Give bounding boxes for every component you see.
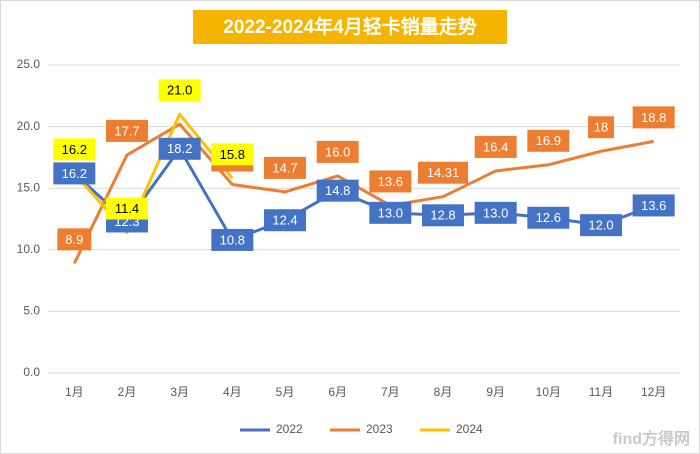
legend-label: 2024 (456, 422, 483, 436)
series-line (72, 122, 654, 265)
data-label: 14.7 (272, 160, 297, 175)
data-label: 13.6 (378, 174, 403, 189)
data-label: 13.6 (641, 198, 666, 213)
data-label-box (588, 116, 614, 139)
x-tick-label: 11月 (589, 385, 613, 399)
data-label-box (580, 214, 622, 237)
data-label-box (527, 129, 570, 152)
data-label-box (316, 140, 359, 163)
y-tick-label: 10.0 (17, 242, 41, 256)
legend-label: 2023 (366, 422, 393, 436)
data-label: 13.0 (483, 205, 508, 220)
y-tick-label: 20.0 (17, 119, 41, 133)
data-label: 16.0 (325, 144, 350, 159)
data-label: 12.4 (272, 213, 297, 228)
data-label: 16.2 (62, 166, 87, 181)
data-label: 18.8 (641, 110, 666, 125)
data-label: 16.2 (62, 142, 87, 157)
data-label: 21.0 (167, 83, 192, 98)
x-tick-label: 8月 (434, 385, 453, 399)
title-box (193, 10, 507, 44)
data-label-box (211, 143, 254, 166)
data-label-box (418, 161, 468, 184)
data-label: 10.8 (220, 232, 245, 247)
data-label: 13.0 (378, 205, 403, 220)
y-tick-label: 5.0 (23, 304, 40, 318)
x-tick-label: 6月 (328, 385, 347, 399)
data-label-box (264, 156, 306, 179)
data-label: 16.4 (483, 139, 508, 154)
data-label: 17.7 (114, 123, 139, 138)
data-label-box (474, 135, 517, 158)
legend-label: 2022 (276, 422, 303, 436)
x-tick-label: 12月 (641, 385, 666, 399)
data-label: 15.8 (220, 147, 245, 162)
x-tick-label: 3月 (170, 385, 189, 399)
x-tick-label: 5月 (276, 385, 295, 399)
data-label-box (632, 106, 675, 129)
x-tick-label: 10月 (536, 385, 561, 399)
data-label-box (57, 228, 92, 251)
data-label-box (106, 119, 148, 142)
data-label-box (264, 209, 306, 232)
data-label-box (106, 197, 148, 220)
series-line (73, 112, 234, 235)
data-label-box (53, 162, 96, 185)
x-tick-label: 9月 (486, 385, 505, 399)
watermark: find方得网 (613, 429, 690, 448)
x-tick-label: 4月 (223, 385, 242, 399)
y-tick-label: 15.0 (17, 180, 41, 194)
data-label-box (369, 170, 412, 193)
x-tick-label: 1月 (65, 385, 84, 399)
data-label: 14.31 (427, 165, 460, 180)
x-tick-label: 2月 (118, 385, 137, 399)
data-label: 18.2 (167, 141, 192, 156)
data-label: 8.9 (65, 232, 83, 247)
y-tick-label: 0.0 (23, 365, 40, 379)
data-label: 12.6 (536, 210, 561, 225)
data-label-box (158, 137, 201, 160)
data-label: 12.8 (430, 208, 455, 223)
data-label-box (422, 204, 464, 227)
data-label: 11.4 (115, 201, 139, 216)
data-label-box (53, 138, 96, 161)
data-label-box (369, 201, 412, 224)
chart-title: 2022-2024年4月轻卡销量走势 (223, 15, 476, 38)
x-tick-label: 7月 (381, 385, 400, 399)
data-label-box (211, 228, 254, 251)
data-label: 16.9 (536, 133, 561, 148)
data-label-box (316, 179, 359, 202)
y-tick-label: 25.0 (17, 57, 41, 71)
data-label-box (158, 79, 201, 102)
data-label: 12.0 (588, 218, 613, 233)
data-label-box (527, 206, 570, 229)
data-label-box (632, 194, 675, 217)
data-label: 14.8 (325, 183, 350, 198)
data-label-box (474, 201, 517, 224)
data-label: 18 (594, 120, 608, 135)
